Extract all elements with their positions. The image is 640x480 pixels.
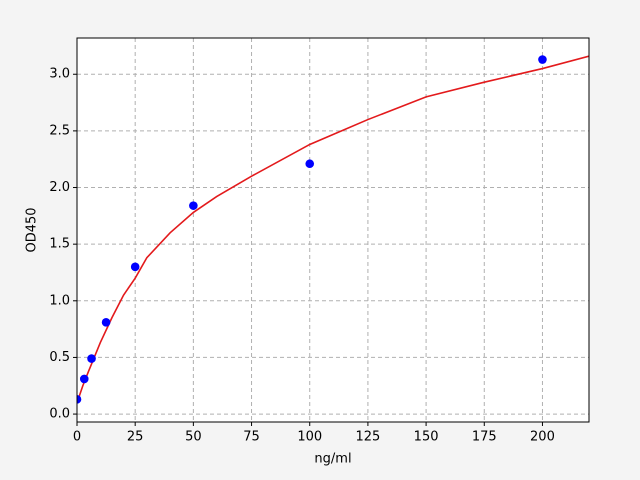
data-point bbox=[87, 354, 96, 363]
x-tick-label: 150 bbox=[414, 430, 439, 445]
data-point bbox=[79, 374, 89, 384]
plot-area bbox=[77, 38, 589, 422]
x-tick-label: 125 bbox=[355, 430, 380, 445]
y-axis-label: OD450 bbox=[25, 207, 40, 252]
x-axis-label: ng/ml bbox=[314, 452, 351, 467]
y-tick-label: 0.5 bbox=[49, 350, 70, 365]
y-tick-label: 3.0 bbox=[49, 67, 70, 82]
y-tick-label: 1.0 bbox=[49, 293, 70, 308]
plot-frame bbox=[76, 37, 590, 423]
data-point bbox=[189, 201, 198, 210]
y-tick-label: 0.0 bbox=[49, 407, 70, 422]
x-tick-label: 0 bbox=[73, 430, 81, 445]
x-tick-label: 25 bbox=[127, 430, 144, 445]
x-tick-label: 200 bbox=[530, 430, 555, 445]
data-point bbox=[77, 395, 82, 404]
x-tick-label: 100 bbox=[297, 430, 322, 445]
x-tick-label: 175 bbox=[472, 430, 497, 445]
data-point bbox=[130, 262, 140, 272]
data-point bbox=[305, 159, 315, 169]
x-tick-label: 75 bbox=[243, 430, 260, 445]
fit-curve bbox=[77, 55, 589, 404]
x-tick-label: 50 bbox=[185, 430, 202, 445]
y-tick-label: 1.5 bbox=[49, 237, 70, 252]
y-tick-label: 2.0 bbox=[49, 180, 70, 195]
data-point bbox=[538, 55, 547, 64]
data-point bbox=[101, 318, 111, 327]
y-tick-label: 2.5 bbox=[49, 123, 70, 138]
